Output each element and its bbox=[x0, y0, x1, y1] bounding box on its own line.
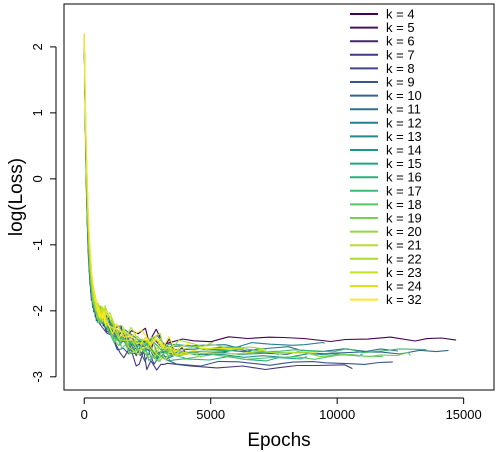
legend-label: k = 6 bbox=[386, 34, 415, 49]
legend-label: k = 5 bbox=[386, 20, 415, 35]
y-tick-label: -3 bbox=[30, 371, 45, 383]
legend-label: k = 8 bbox=[386, 61, 415, 76]
legend-label: k = 15 bbox=[386, 156, 422, 171]
legend-label: k = 10 bbox=[386, 88, 422, 103]
plot-frame bbox=[63, 3, 495, 391]
legend-label: k = 13 bbox=[386, 129, 422, 144]
legend-label: k = 12 bbox=[386, 115, 422, 130]
x-tick-label: 0 bbox=[81, 407, 88, 422]
series-line bbox=[83, 33, 353, 371]
legend-label: k = 22 bbox=[386, 251, 422, 266]
series-line bbox=[83, 33, 242, 352]
legend-label: k = 23 bbox=[386, 265, 422, 280]
series-line bbox=[83, 33, 191, 353]
x-tick-label: 10000 bbox=[319, 407, 355, 422]
y-tick-label: 1 bbox=[30, 109, 45, 116]
series-line bbox=[83, 33, 325, 348]
legend-label: k = 18 bbox=[386, 197, 422, 212]
y-tick-label: -1 bbox=[30, 239, 45, 251]
series-line bbox=[83, 33, 363, 359]
legend-label: k = 19 bbox=[386, 211, 422, 226]
series-line bbox=[83, 33, 318, 358]
legend-label: k = 32 bbox=[386, 292, 422, 307]
y-axis-title: log(Loss) bbox=[6, 158, 27, 236]
series-line bbox=[83, 33, 214, 352]
series-line bbox=[83, 33, 393, 367]
legend-label: k = 21 bbox=[386, 238, 422, 253]
series-line bbox=[83, 33, 201, 361]
series-layer bbox=[83, 33, 457, 371]
legend-label: k = 16 bbox=[386, 170, 422, 185]
x-axis: 0 5000 10000 15000 bbox=[81, 397, 482, 422]
x-tick-label: 5000 bbox=[196, 407, 225, 422]
y-tick-label: 2 bbox=[30, 43, 45, 50]
legend-label: k = 11 bbox=[386, 102, 421, 117]
legend-label: k = 24 bbox=[386, 279, 422, 294]
y-axis: -3 -2 -1 0 1 2 bbox=[30, 43, 57, 383]
legend-label: k = 7 bbox=[386, 47, 415, 62]
y-tick-label: -2 bbox=[30, 305, 45, 317]
legend: k = 4k = 5k = 6k = 7k = 8k = 9k = 10k = … bbox=[350, 7, 422, 307]
series-line bbox=[83, 33, 383, 362]
legend-label: k = 17 bbox=[386, 183, 422, 198]
series-line bbox=[83, 33, 308, 362]
legend-label: k = 14 bbox=[386, 143, 422, 158]
series-line bbox=[83, 33, 267, 353]
x-axis-title: Epochs bbox=[247, 430, 310, 451]
series-line bbox=[83, 33, 247, 357]
x-tick-label: 15000 bbox=[446, 407, 482, 422]
series-line bbox=[83, 33, 280, 360]
y-tick-label: 0 bbox=[30, 175, 45, 182]
legend-label: k = 4 bbox=[386, 7, 415, 22]
legend-label: k = 9 bbox=[386, 75, 415, 90]
legend-label: k = 20 bbox=[386, 224, 422, 239]
